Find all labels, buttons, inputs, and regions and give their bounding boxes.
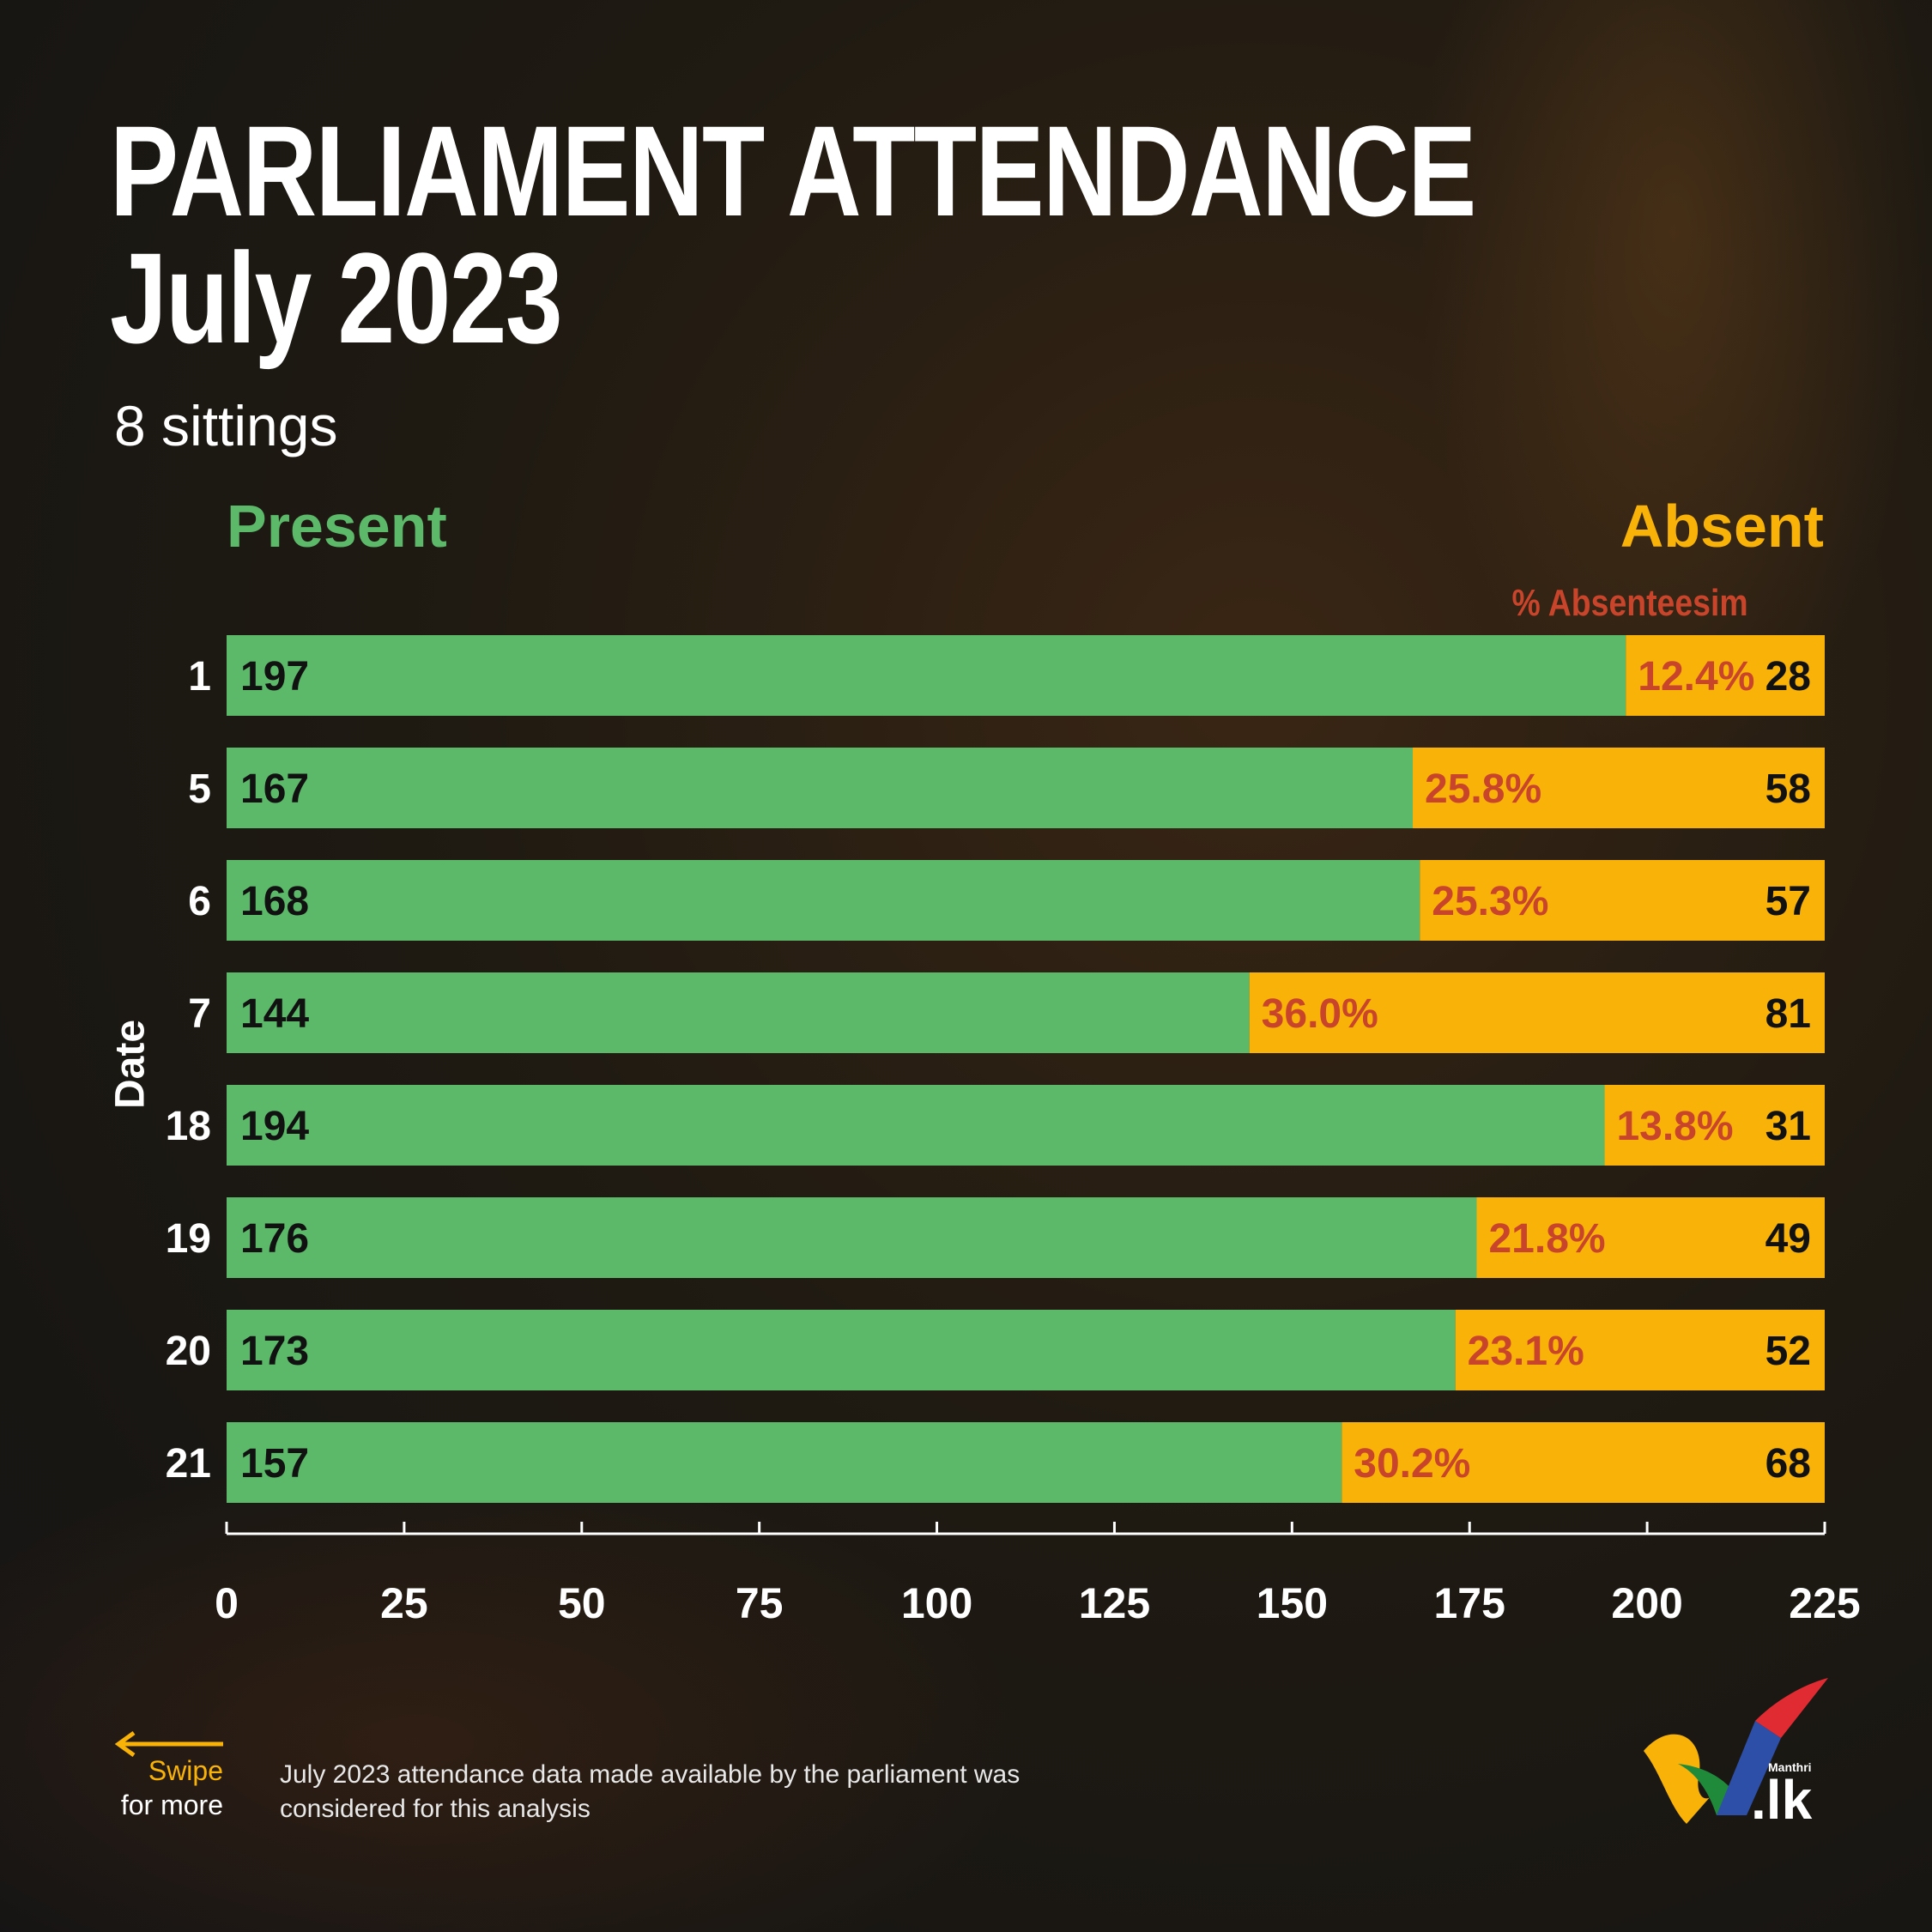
x-tick-label: 75 — [736, 1579, 784, 1627]
category-label: 6 — [188, 879, 211, 924]
bar-absent — [1476, 1197, 1825, 1278]
page-title: PARLIAMENT ATTENDANCE July 2023 — [110, 106, 1476, 362]
bar-absent — [1249, 972, 1825, 1053]
title-line-2: July 2023 — [110, 226, 563, 370]
background-glow-bottom — [0, 1459, 1030, 1932]
present-value-label: 176 — [240, 1216, 309, 1262]
bar-absent — [1626, 635, 1825, 716]
x-tick-label: 200 — [1611, 1579, 1682, 1627]
absenteeism-pct-label: 36.0% — [1262, 991, 1378, 1037]
present-value-label: 157 — [240, 1441, 309, 1487]
legend-absenteeism-pct: % Absenteesim — [1511, 582, 1748, 624]
legend-absent: Absent — [1620, 493, 1824, 560]
absent-value-label: 52 — [1765, 1329, 1811, 1374]
category-label: 1 — [188, 654, 211, 700]
swipe-label[interactable]: Swipe — [148, 1755, 223, 1786]
manthri-checkmark-logo — [1644, 1678, 1828, 1824]
absent-value-label: 57 — [1765, 879, 1811, 924]
subtitle: 8 sittings — [114, 394, 338, 457]
bar-present — [227, 748, 1414, 828]
absent-value-label: 81 — [1765, 991, 1811, 1037]
bar-absent — [1420, 860, 1825, 941]
present-value-label: 144 — [240, 991, 309, 1037]
bar-present — [227, 635, 1626, 716]
source-note: July 2023 attendance data made available… — [280, 1760, 1021, 1823]
category-label: 18 — [166, 1104, 211, 1149]
bar-present — [227, 860, 1420, 941]
present-value-label: 173 — [240, 1329, 309, 1374]
bar-absent — [1604, 1085, 1825, 1166]
x-tick-label: 175 — [1434, 1579, 1505, 1627]
arrow-left-icon[interactable] — [112, 1729, 227, 1759]
bar-present — [227, 1197, 1477, 1278]
absenteeism-pct-label: 13.8% — [1616, 1104, 1733, 1149]
absenteeism-pct-label: 23.1% — [1468, 1329, 1584, 1374]
bar-absent — [1413, 748, 1825, 828]
present-value-label: 168 — [240, 879, 309, 924]
swipe-sublabel: for more — [120, 1790, 223, 1820]
logo-brand-lk: .lk — [1751, 1769, 1813, 1831]
bar-present — [227, 1085, 1605, 1166]
x-tick-label: 225 — [1789, 1579, 1860, 1627]
x-tick-label: 50 — [558, 1579, 606, 1627]
absenteeism-pct-label: 30.2% — [1354, 1441, 1470, 1487]
category-label: 7 — [188, 991, 211, 1037]
absenteeism-pct-label: 25.8% — [1425, 766, 1541, 812]
x-tick-label: 25 — [380, 1579, 428, 1627]
absenteeism-pct-label: 12.4% — [1638, 654, 1754, 700]
absent-value-label: 28 — [1765, 654, 1811, 700]
category-label: 20 — [166, 1329, 211, 1374]
bar-present — [227, 972, 1250, 1053]
category-label: 21 — [166, 1441, 211, 1487]
absent-value-label: 49 — [1765, 1216, 1811, 1262]
x-tick-label: 100 — [901, 1579, 972, 1627]
absenteeism-pct-label: 21.8% — [1488, 1216, 1605, 1262]
legend-present: Present — [227, 493, 447, 560]
absent-value-label: 31 — [1765, 1104, 1811, 1149]
category-label: 19 — [166, 1216, 211, 1262]
absent-value-label: 58 — [1765, 766, 1811, 812]
present-value-label: 197 — [240, 654, 309, 700]
x-tick-label: 0 — [215, 1579, 239, 1627]
bar-present — [227, 1422, 1342, 1503]
absent-value-label: 68 — [1765, 1441, 1811, 1487]
x-tick-label: 150 — [1257, 1579, 1328, 1627]
bar-absent — [1341, 1422, 1825, 1503]
present-value-label: 167 — [240, 766, 309, 812]
category-label: 5 — [188, 766, 211, 812]
absenteeism-pct-label: 25.3% — [1432, 879, 1548, 924]
title-line-1: PARLIAMENT ATTENDANCE — [110, 99, 1476, 243]
x-tick-label: 125 — [1079, 1579, 1150, 1627]
bar-absent — [1455, 1310, 1825, 1390]
bar-present — [227, 1310, 1456, 1390]
present-value-label: 194 — [240, 1104, 309, 1149]
logo-brand-small: Manthri — [1768, 1760, 1812, 1774]
